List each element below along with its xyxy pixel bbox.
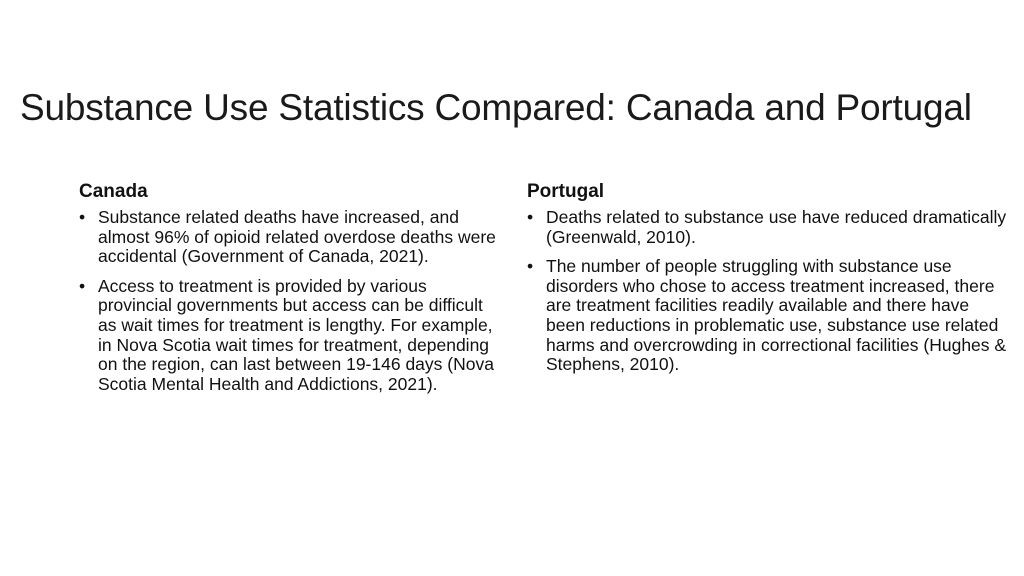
bullet-text: Substance related deaths have increased,… xyxy=(98,207,496,267)
bullet-text: Deaths related to substance use have red… xyxy=(546,207,1007,247)
canada-heading: Canada xyxy=(79,181,148,202)
list-item: • Deaths related to substance use have r… xyxy=(527,207,1007,247)
bullet-text: Access to treatment is provided by vario… xyxy=(98,275,494,394)
canada-column: Canada • Substance related deaths have i… xyxy=(79,180,499,404)
portugal-column: Portugal • Deaths related to substance u… xyxy=(527,180,1007,385)
portugal-bullet-list: • Deaths related to substance use have r… xyxy=(527,207,1007,375)
portugal-heading: Portugal xyxy=(527,181,605,202)
list-item: • The number of people struggling with s… xyxy=(527,256,1007,375)
bullet-icon: • xyxy=(79,207,86,227)
bullet-icon: • xyxy=(79,275,86,296)
list-item: • Access to treatment is provided by var… xyxy=(79,275,499,395)
canada-bullet-list: • Substance related deaths have increase… xyxy=(79,207,499,395)
slide-title: Substance Use Statistics Compared: Canad… xyxy=(20,86,972,128)
list-item: • Substance related deaths have increase… xyxy=(79,207,499,267)
bullet-text: The number of people struggling with sub… xyxy=(546,256,1007,375)
bullet-icon: • xyxy=(527,256,534,277)
bullet-icon: • xyxy=(527,207,534,227)
